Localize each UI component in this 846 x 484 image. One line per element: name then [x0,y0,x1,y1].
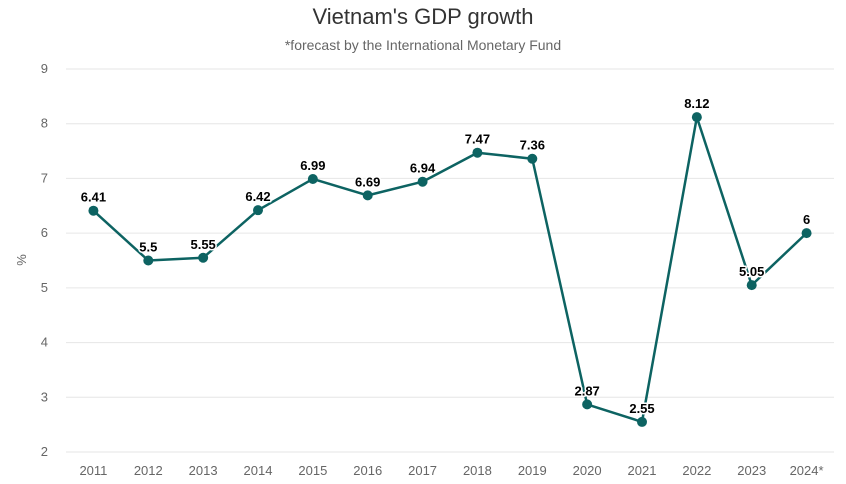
data-point [582,399,593,410]
data-point [637,416,647,427]
x-tick-label: 2017 [408,463,437,478]
data-label: 6.42 [245,189,270,204]
y-tick-layer: 2 3 4 5 6 7 8 9 [41,61,48,459]
data-point [362,190,373,201]
y-tick-label: 4 [41,335,48,350]
x-tick-label: 2012 [134,463,163,478]
data-point [746,280,757,291]
data-label: 5.05 [739,264,764,279]
data-point [691,112,702,123]
x-tick-label: 2016 [353,463,382,478]
x-tick-label: 2013 [189,463,218,478]
data-label: 8.12 [684,96,709,111]
data-label: 6.69 [355,174,380,189]
y-tick-label: 9 [41,61,48,76]
chart-subtitle: *forecast by the International Monetary … [285,37,561,53]
x-tick-label: 2021 [628,463,657,478]
data-point [198,252,209,263]
line-layer [92,115,808,424]
series-line [92,115,808,424]
y-axis-label: % [14,254,29,266]
point-layer [88,112,812,427]
y-tick-label: 6 [41,225,48,240]
x-tick-label: 2020 [573,463,602,478]
data-point [143,255,154,266]
data-point [527,153,538,164]
data-point [307,173,318,184]
x-tick-label: 2018 [463,463,492,478]
y-tick-label: 3 [41,389,48,404]
x-tick-label: 2014 [244,463,273,478]
data-label: 2.55 [629,401,654,416]
data-point [417,176,428,187]
y-tick-label: 5 [41,280,48,295]
y-tick-label: 2 [41,444,48,459]
x-tick-label: 2022 [682,463,711,478]
data-label: 7.36 [520,138,545,153]
data-point [472,147,483,158]
grid-layer [66,68,834,453]
data-label: 6.94 [410,161,436,176]
data-label: 7.47 [465,132,490,147]
y-tick-label: 8 [41,116,48,131]
data-label: 5.5 [139,240,157,255]
x-tick-label: 2024* [790,463,824,478]
x-tick-label: 2019 [518,463,547,478]
x-tick-label: 2015 [298,463,327,478]
data-label: 6.41 [81,190,106,205]
data-label: 6.99 [300,158,325,173]
y-tick-label: 7 [41,170,48,185]
data-label: 5.55 [190,237,215,252]
data-point [88,205,99,216]
x-tick-label: 2023 [737,463,766,478]
data-label: 2.87 [574,383,599,398]
data-point [253,205,263,216]
chart-title: Vietnam's GDP growth [312,4,533,29]
data-label-layer: 6.41 5.5 5.55 6.42 6.99 6.69 6.94 7.47 7.36 2.87 2… [79,95,811,418]
x-tick-label: 2011 [79,463,107,478]
x-tick-layer: 2011 2012 2013 2014 2015 2016 2017 2018 2019 2020… [79,463,823,478]
data-point [801,228,812,239]
data-label: 6 [803,212,810,227]
